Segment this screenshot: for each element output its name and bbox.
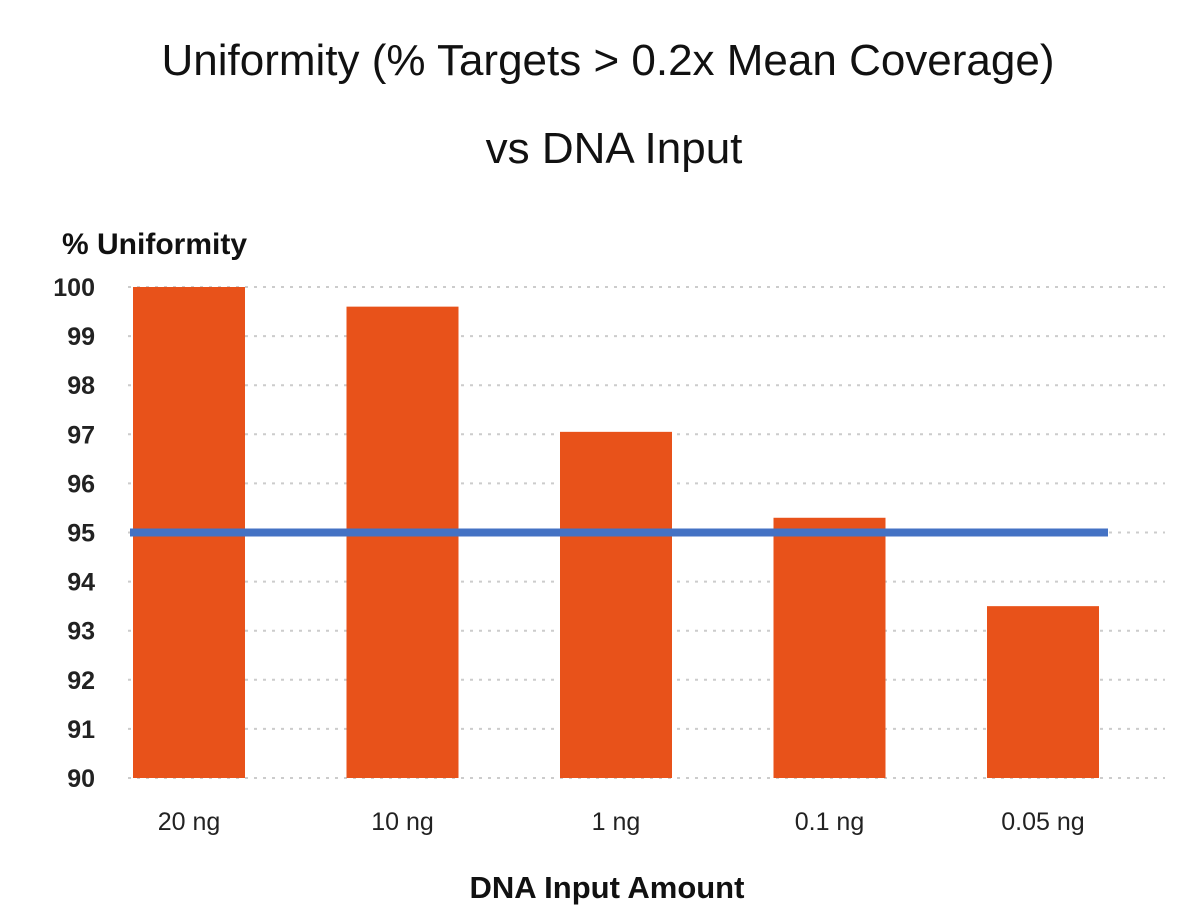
y-tick-label: 98 bbox=[67, 372, 95, 400]
y-tick-label: 95 bbox=[67, 520, 95, 548]
x-tick-label: 20 ng bbox=[158, 808, 221, 836]
y-tick-label: 97 bbox=[67, 421, 95, 449]
bar-1-ng bbox=[560, 431, 672, 778]
bar-10-ng bbox=[346, 306, 459, 778]
x-tick-label: 0.1 ng bbox=[795, 808, 865, 836]
chart-title-line-2: vs DNA Input bbox=[486, 124, 743, 173]
y-tick-label: 99 bbox=[67, 323, 95, 351]
y-tick-label: 96 bbox=[67, 470, 95, 498]
bar-0-1-ng bbox=[773, 517, 886, 778]
chart-title-line-1: Uniformity (% Targets > 0.2x Mean Covera… bbox=[162, 36, 1055, 85]
y-tick-label: 92 bbox=[67, 667, 95, 695]
y-axis-label: % Uniformity bbox=[62, 228, 247, 261]
y-tick-label: 90 bbox=[67, 765, 95, 793]
x-axis-label: DNA Input Amount bbox=[470, 870, 745, 905]
x-tick-label: 10 ng bbox=[371, 808, 434, 836]
y-tick-label: 100 bbox=[53, 274, 95, 302]
y-tick-label: 94 bbox=[67, 569, 95, 597]
y-tick-label: 93 bbox=[67, 618, 95, 646]
x-tick-label: 0.05 ng bbox=[1001, 808, 1084, 836]
x-tick-label: 1 ng bbox=[592, 808, 641, 836]
bar-0-05-ng bbox=[987, 606, 1099, 778]
y-tick-label: 91 bbox=[67, 716, 95, 744]
